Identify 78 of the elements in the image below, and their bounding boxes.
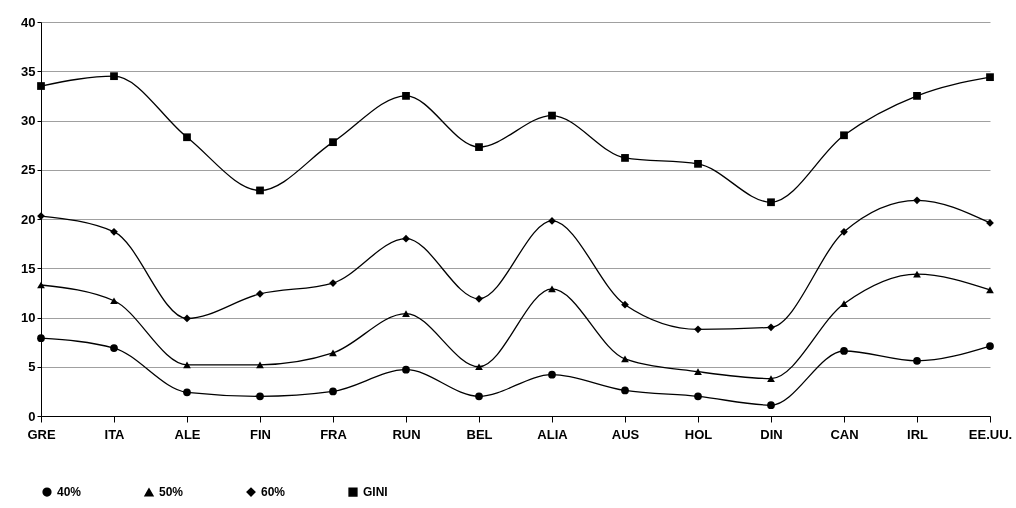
point (621, 386, 629, 395)
point (475, 143, 483, 151)
point (183, 314, 191, 323)
point (694, 325, 702, 334)
legend-label: 40% (57, 485, 82, 500)
point (767, 375, 775, 382)
point (37, 82, 45, 90)
x-tick-label: AUS (611, 426, 640, 442)
x-tick-label: HOL (684, 426, 713, 442)
point (767, 401, 775, 410)
point (986, 286, 994, 294)
point (402, 310, 410, 317)
point (402, 92, 410, 100)
point (475, 363, 483, 371)
point (913, 270, 921, 278)
point (475, 294, 483, 303)
point (256, 392, 264, 401)
point (110, 297, 118, 305)
y-tick-label: 35 (21, 63, 36, 79)
x-tick-label: IRL (907, 426, 929, 442)
x-tick-label: BEL (466, 426, 493, 442)
point (913, 356, 921, 365)
x-tick-label: RUN (392, 426, 421, 442)
x-tick-label: DIN (760, 426, 783, 442)
point (986, 342, 994, 350)
point (256, 289, 264, 298)
x-tick-label: EE.UU. (968, 426, 1013, 442)
point (256, 361, 264, 369)
point (110, 227, 118, 236)
point (256, 186, 264, 195)
y-tick-label: 15 (21, 260, 36, 276)
x-tick-label: ALIA (537, 426, 569, 442)
x-tick-label: FRA (320, 426, 348, 442)
point (840, 227, 848, 236)
y-tick-label: 0 (28, 408, 36, 424)
x-tick-label: FIN (250, 426, 271, 442)
point (694, 368, 702, 376)
point (402, 234, 410, 243)
y-tick-label: 30 (21, 113, 36, 128)
point (767, 198, 775, 207)
point (840, 347, 848, 355)
x-tick-label: ITA (104, 426, 126, 442)
y-tick-label: 40 (21, 14, 36, 30)
y-tick-label: 25 (21, 162, 36, 178)
point (694, 392, 702, 401)
legend-label: GINI (363, 485, 388, 500)
point (183, 388, 191, 397)
x-tick-label: CAN (830, 426, 859, 442)
point (913, 92, 921, 100)
point (621, 154, 629, 162)
y-tick-label: 20 (21, 211, 36, 227)
point (694, 159, 702, 168)
point (840, 300, 848, 308)
point (548, 285, 556, 293)
point (548, 111, 556, 120)
point (402, 365, 410, 374)
point (840, 131, 848, 140)
x-tick-label: GRE (27, 426, 56, 442)
x-tick-label: ALE (174, 426, 201, 442)
point (548, 370, 556, 379)
point (475, 392, 483, 401)
point (183, 133, 191, 142)
legend-label: 50% (159, 485, 184, 500)
point (329, 349, 337, 357)
point (329, 387, 337, 396)
point (37, 334, 45, 343)
point (110, 72, 118, 81)
point (986, 73, 994, 82)
point (110, 344, 118, 352)
y-tick-label: 5 (28, 359, 36, 375)
y-tick-label: 10 (21, 310, 36, 325)
point (183, 361, 191, 369)
legend-label: 60% (261, 485, 286, 500)
point (621, 355, 629, 363)
point (329, 138, 337, 147)
point (621, 300, 629, 309)
point (767, 323, 775, 332)
point (913, 196, 921, 205)
